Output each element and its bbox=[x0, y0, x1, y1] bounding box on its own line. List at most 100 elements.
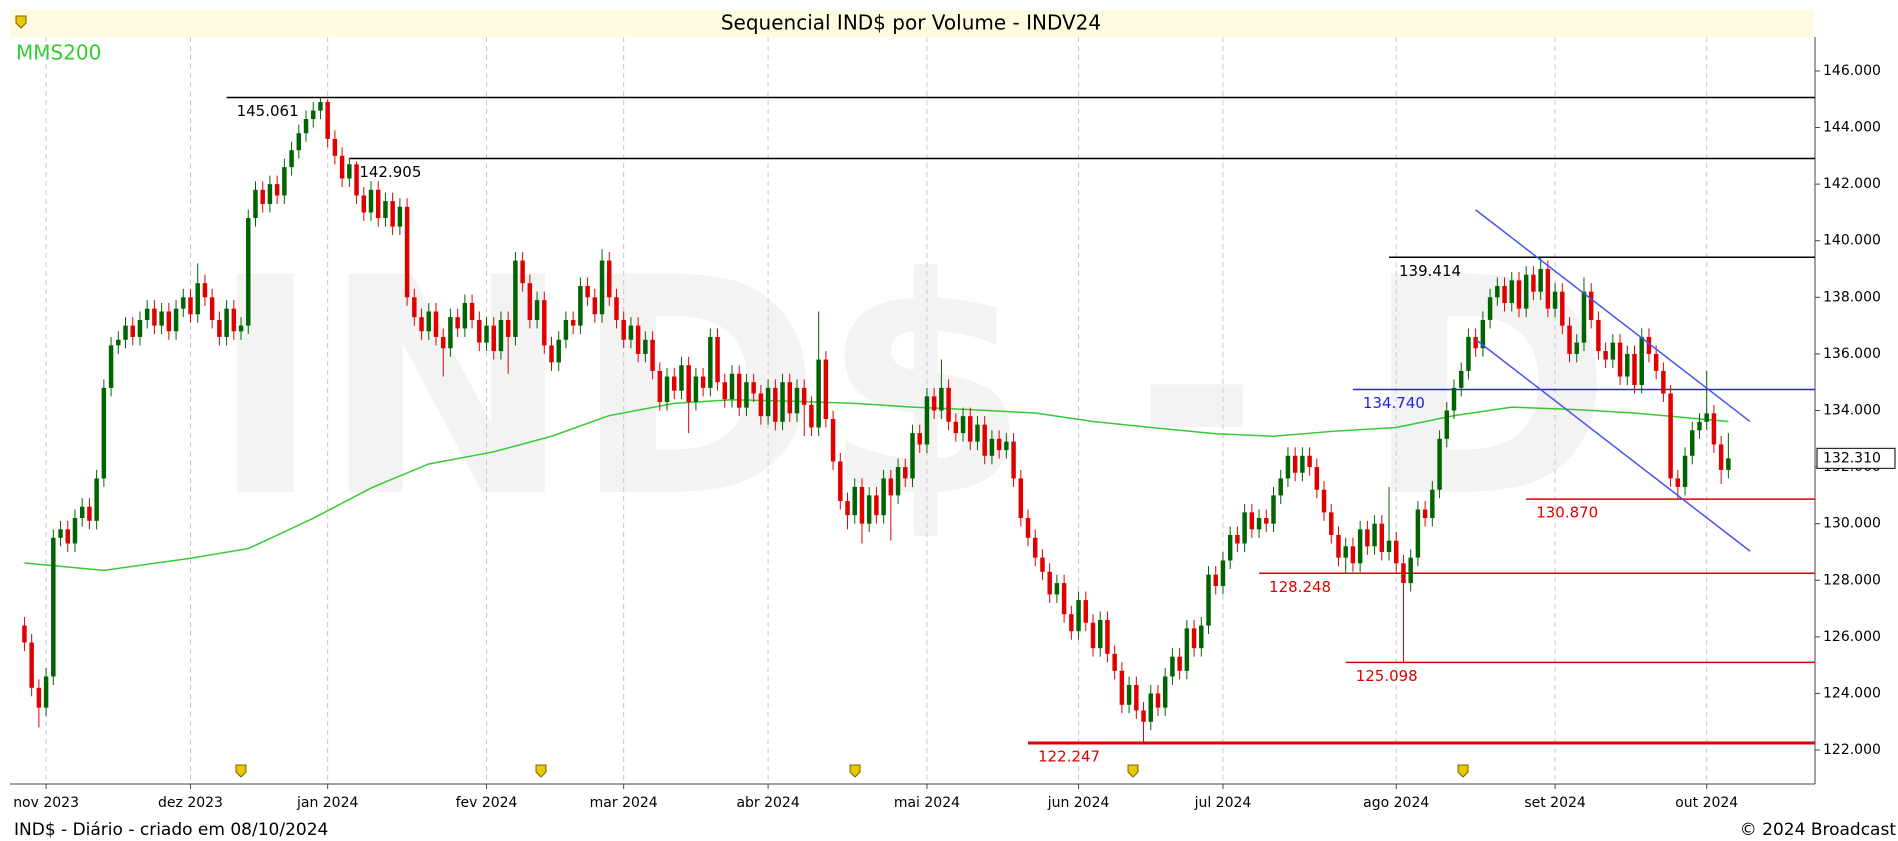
x-tick-label: out 2024 bbox=[1675, 795, 1738, 811]
candle-body bbox=[1545, 269, 1551, 309]
candle-body bbox=[260, 189, 265, 204]
candle-body bbox=[693, 376, 699, 403]
candle-body bbox=[311, 110, 316, 120]
legend-label: MMS200 bbox=[16, 41, 101, 65]
candle-body bbox=[1661, 370, 1666, 394]
candle-body bbox=[585, 286, 590, 298]
candle-body bbox=[809, 404, 814, 428]
candle-body bbox=[794, 387, 800, 414]
candle-body bbox=[953, 421, 959, 434]
icon bbox=[849, 764, 861, 778]
candle-body bbox=[1610, 342, 1616, 360]
candle-body bbox=[672, 376, 677, 391]
candle-body bbox=[1199, 625, 1204, 649]
candle-body bbox=[274, 184, 280, 196]
candle-body bbox=[1516, 280, 1522, 309]
candle-body bbox=[1365, 529, 1370, 547]
footer-right: © 2024 Broadcast bbox=[1740, 820, 1897, 840]
candle-body bbox=[347, 164, 352, 179]
candle-body bbox=[22, 625, 27, 643]
candle-body bbox=[1162, 676, 1168, 708]
x-tick-label: mar 2024 bbox=[590, 795, 658, 811]
candle-body bbox=[390, 201, 395, 227]
candle-body bbox=[874, 495, 879, 516]
candle-body bbox=[152, 308, 157, 326]
candle-body bbox=[1466, 336, 1471, 371]
candle-body bbox=[1588, 291, 1594, 320]
candle-body bbox=[1213, 574, 1218, 586]
title-bar bbox=[10, 10, 1813, 37]
candle-body bbox=[1603, 351, 1608, 360]
candle-body bbox=[1033, 537, 1038, 558]
candle-body bbox=[1617, 342, 1623, 377]
candle-body bbox=[1090, 622, 1096, 649]
trend-line bbox=[1475, 338, 1751, 552]
candle-body bbox=[1646, 336, 1652, 354]
candle-body bbox=[1711, 413, 1717, 445]
candle-body bbox=[339, 155, 345, 179]
candle-body bbox=[282, 167, 287, 196]
candle-body bbox=[556, 339, 561, 363]
candle-body bbox=[1321, 489, 1327, 513]
x-tick-label: mai 2024 bbox=[894, 795, 960, 811]
y-tick-label: 128.000 bbox=[1823, 572, 1881, 588]
candle-body bbox=[1170, 656, 1175, 677]
y-tick-label: 136.000 bbox=[1823, 346, 1881, 362]
candle-body bbox=[686, 365, 691, 403]
candle-body bbox=[440, 336, 446, 349]
y-tick-label: 126.000 bbox=[1823, 629, 1881, 645]
candle-body bbox=[888, 478, 894, 496]
candle-body bbox=[296, 133, 302, 151]
candle-body bbox=[1502, 286, 1507, 303]
candle-body bbox=[1509, 280, 1514, 303]
candle-body bbox=[599, 260, 605, 315]
candle-body bbox=[195, 283, 200, 315]
level-label: 130.870 bbox=[1536, 504, 1598, 522]
candle-body bbox=[1451, 387, 1457, 411]
candle-body bbox=[1069, 614, 1074, 632]
candle-body bbox=[1415, 509, 1421, 558]
candle-body bbox=[166, 311, 172, 332]
candle-body bbox=[1018, 478, 1024, 519]
candle-body bbox=[1386, 540, 1392, 552]
y-tick-label: 146.000 bbox=[1823, 63, 1881, 79]
candle-body bbox=[325, 102, 330, 139]
candle-body bbox=[1567, 325, 1572, 354]
candle-body bbox=[1480, 319, 1486, 349]
candle-body bbox=[101, 387, 107, 479]
candle-body bbox=[1726, 458, 1731, 470]
candle-body bbox=[246, 218, 251, 326]
candle-body bbox=[477, 319, 482, 343]
candle-body bbox=[744, 382, 749, 408]
candle-body bbox=[1155, 693, 1161, 708]
y-tick-label: 144.000 bbox=[1823, 120, 1881, 136]
candle-body bbox=[866, 495, 872, 524]
level-label: 125.098 bbox=[1356, 667, 1418, 685]
candle-body bbox=[462, 302, 468, 329]
candle-body bbox=[845, 501, 850, 516]
candle-body bbox=[267, 184, 273, 204]
candle-body bbox=[368, 189, 374, 213]
level-label: 142.905 bbox=[359, 163, 421, 181]
candle-body bbox=[592, 297, 598, 315]
watermark: IND$ - D bbox=[210, 214, 1613, 563]
candle-body bbox=[238, 325, 244, 332]
candle-body bbox=[578, 286, 583, 326]
candle-body bbox=[542, 300, 547, 346]
candle-body bbox=[224, 308, 229, 337]
candle-body bbox=[520, 260, 525, 284]
candle-body bbox=[1675, 478, 1681, 487]
candle-body bbox=[1343, 546, 1348, 558]
candle-body bbox=[765, 387, 771, 417]
level-label: 128.248 bbox=[1269, 578, 1331, 596]
candle-body bbox=[1097, 619, 1103, 649]
candle-body bbox=[318, 102, 323, 111]
candle-body bbox=[1011, 441, 1016, 479]
icon bbox=[15, 15, 27, 29]
candle-body bbox=[1458, 370, 1464, 388]
candle-body bbox=[491, 325, 496, 352]
candle-body bbox=[960, 416, 966, 434]
candle-body bbox=[397, 206, 403, 227]
candle-body bbox=[563, 319, 569, 340]
candle-body bbox=[43, 676, 49, 708]
